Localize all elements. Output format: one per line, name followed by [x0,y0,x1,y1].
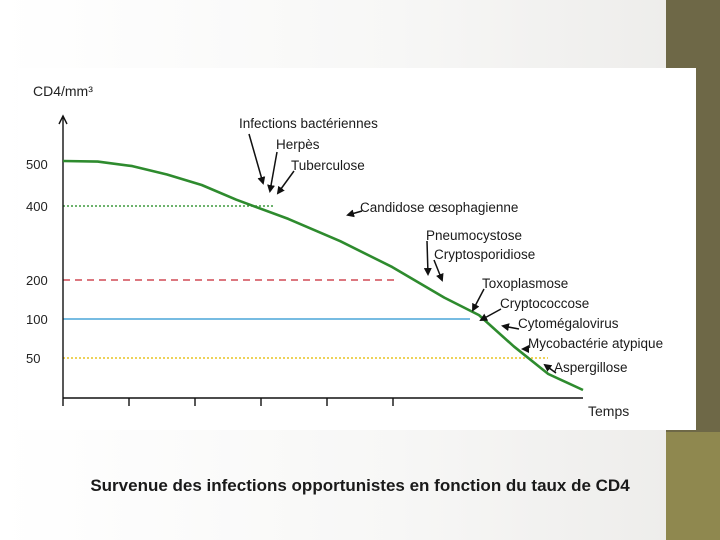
y-tick-label: 400 [26,199,48,214]
annotation-arrow [479,308,502,321]
annotation-arrow [346,209,363,218]
annotation-arrow [501,323,520,332]
annotation-arrow [248,133,266,185]
annotation-label: Cryptosporidiose [434,247,535,262]
annotation-label: Herpès [276,137,320,152]
annotation-label: Candidose œsophagienne [360,200,518,215]
x-axis-title: Temps [588,403,629,419]
y-tick-label: 200 [26,273,48,288]
annotation-label: Infections bactériennes [239,116,378,131]
annotation-label: Mycobactérie atypique [528,336,663,351]
annotation-arrow [433,259,444,282]
annotation-arrow [267,151,278,193]
annotation-label: Aspergillose [554,360,628,375]
y-tick-label: 500 [26,157,48,172]
y-tick-label: 50 [26,351,40,366]
annotation-label: Cryptococcose [500,296,589,311]
chart: 50 100 200 400 500 Infections bactériennes He… [26,83,663,419]
side-decoration-bar-lower [666,432,720,540]
annotation-label: Tuberculose [291,158,365,173]
annotation-label: Pneumocystose [426,228,522,243]
annotation-arrow [472,288,485,312]
annotation-arrow [543,363,557,374]
annotation-label: Cytomégalovirus [518,316,619,331]
y-axis-title: CD4/mm³ [33,83,93,99]
annotation-arrow [276,170,295,195]
chart-caption: Survenue des infections opportunistes en… [90,476,630,495]
annotation-arrow [423,240,432,276]
cd4-curve [62,159,584,392]
y-tick-label: 100 [26,312,48,327]
chart-panel: 50 100 200 400 500 Infections bactériennes He… [18,68,696,430]
y-axis-arrow [58,114,68,125]
annotation-label: Toxoplasmose [482,276,568,291]
